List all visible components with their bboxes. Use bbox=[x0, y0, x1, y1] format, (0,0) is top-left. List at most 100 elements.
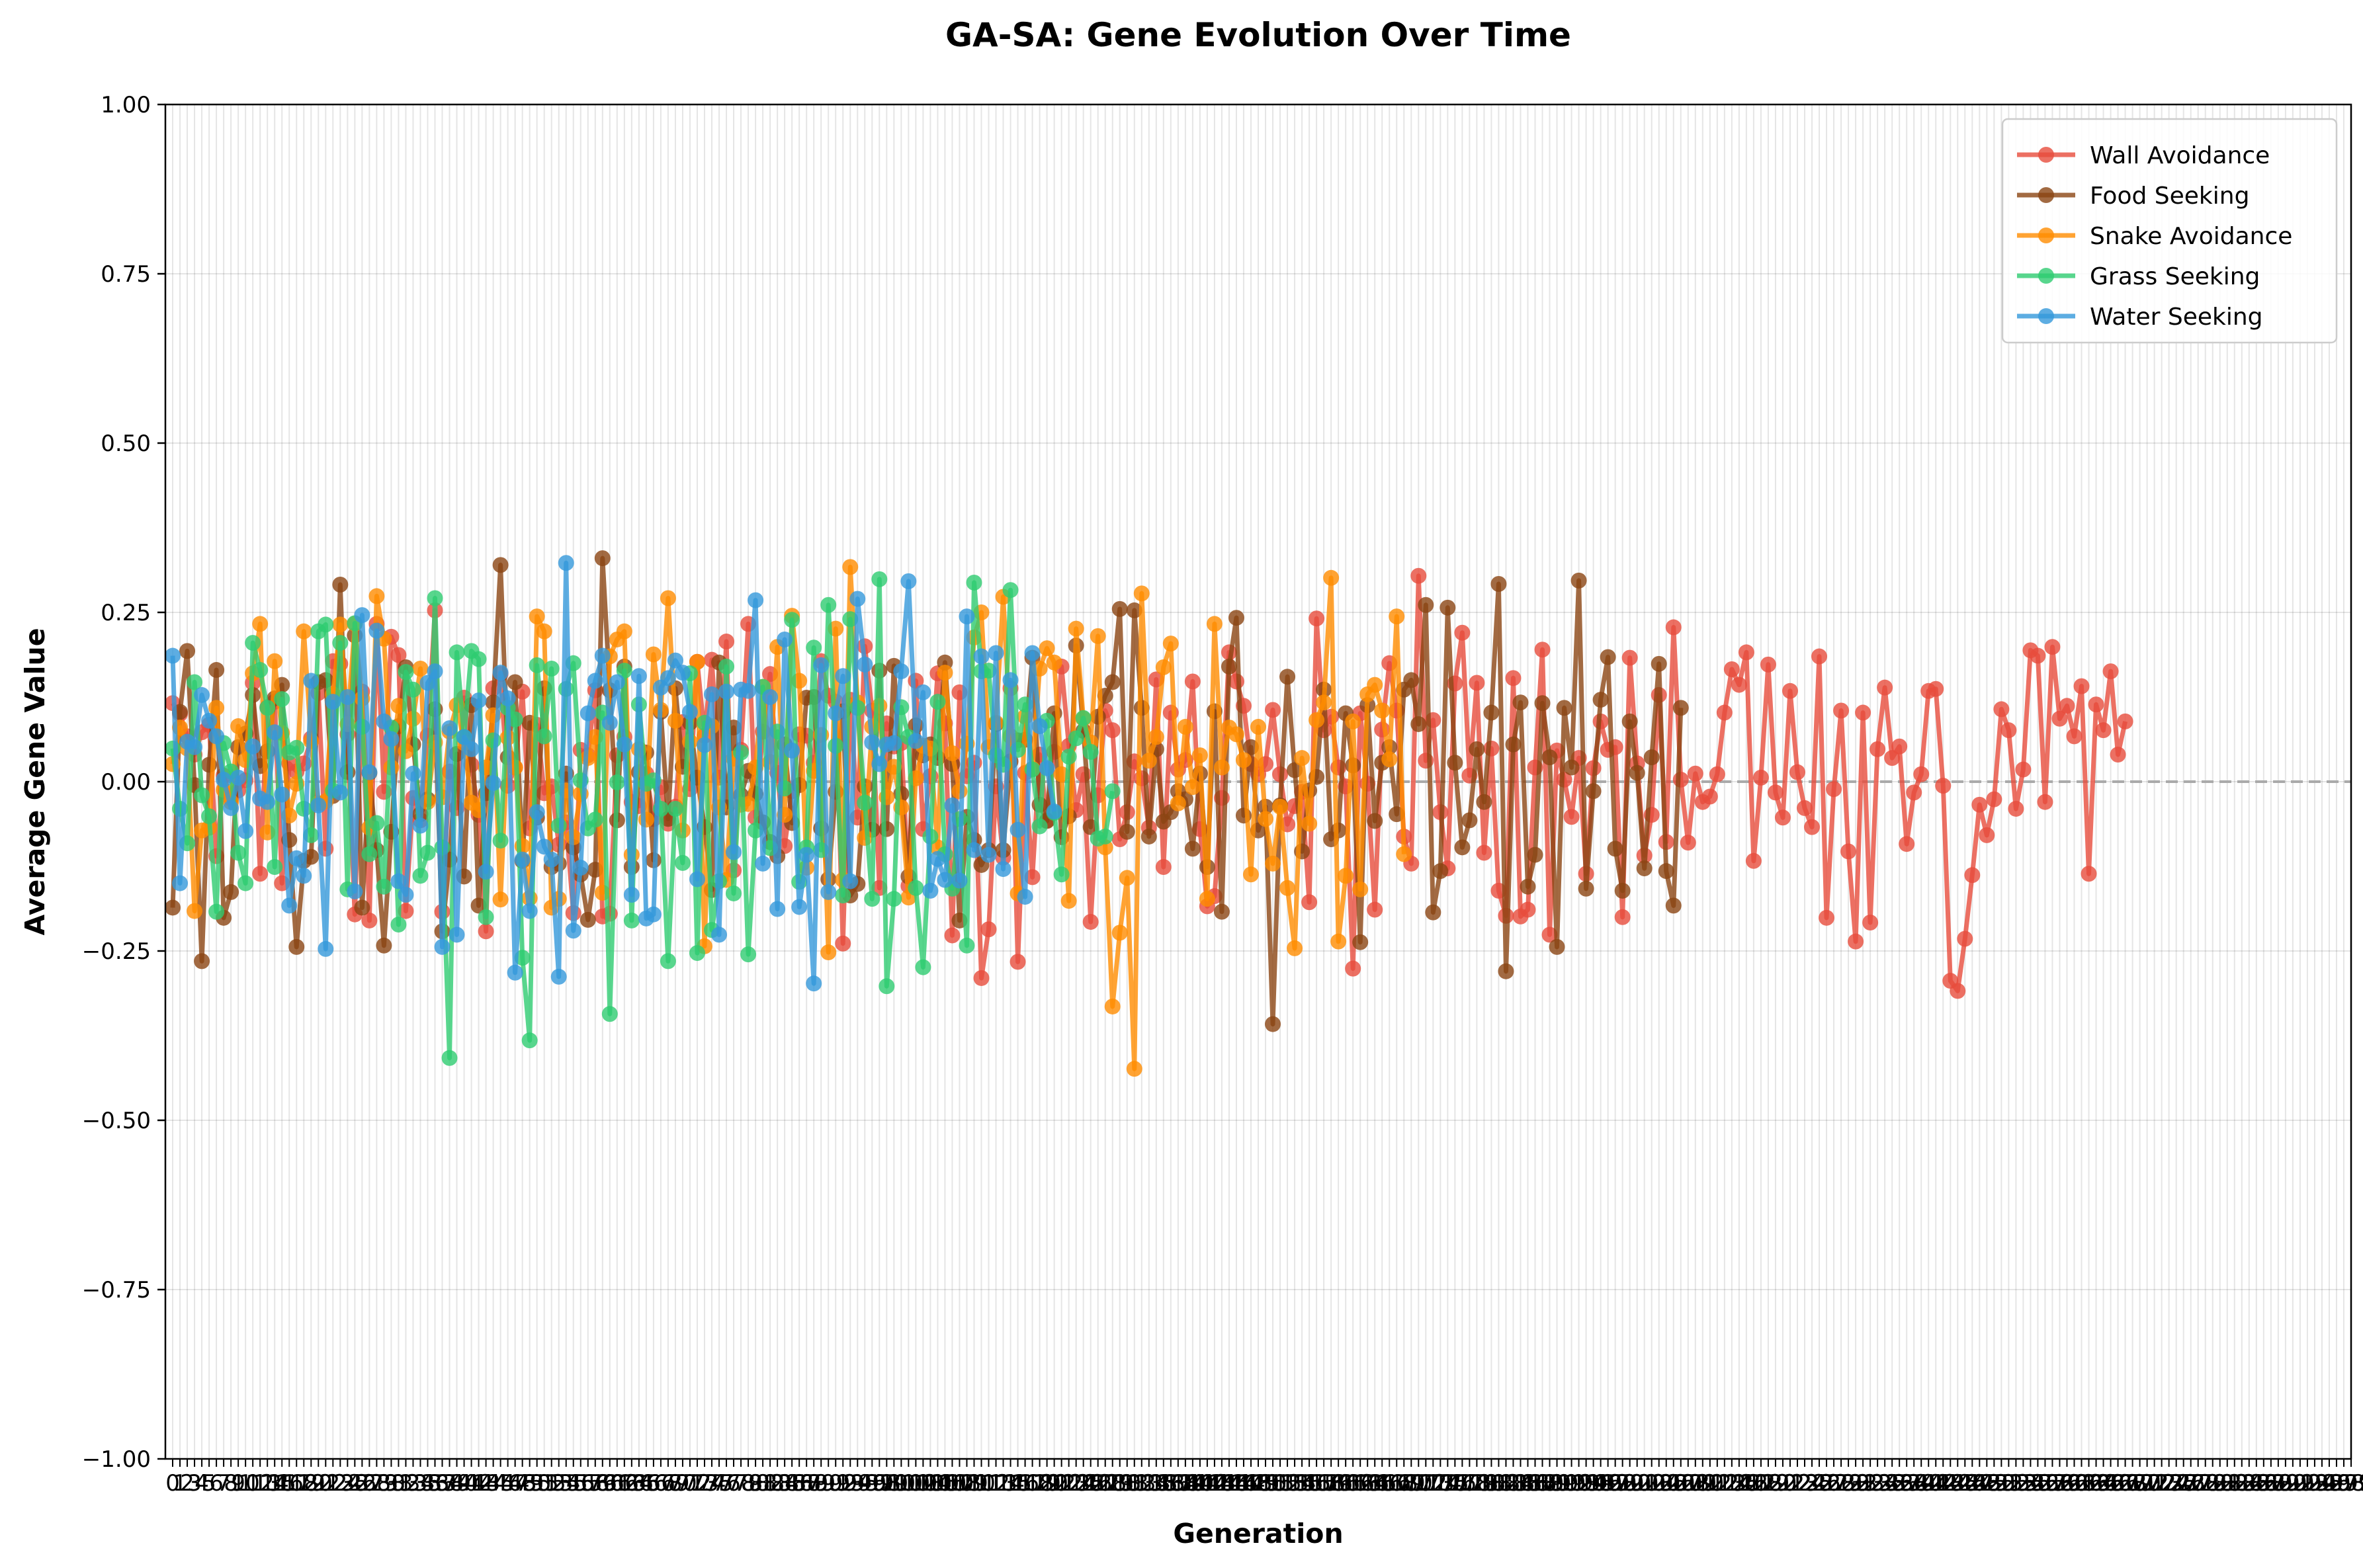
data-point bbox=[995, 861, 1011, 878]
data-point bbox=[1228, 726, 1244, 743]
x-tick-label: 57 bbox=[574, 1470, 602, 1497]
y-tick-label: −0.25 bbox=[82, 938, 151, 965]
x-tick-label: 15 bbox=[268, 1470, 296, 1497]
data-point bbox=[704, 686, 720, 702]
x-tick-label: 40 bbox=[450, 1470, 478, 1497]
x-tick-label: 90 bbox=[814, 1470, 843, 1497]
data-point bbox=[1454, 839, 1471, 856]
data-point bbox=[1119, 870, 1135, 886]
data-point bbox=[1279, 669, 1296, 685]
x-tick-label: 124 bbox=[1054, 1470, 1097, 1497]
x-tick-label: 129 bbox=[1091, 1470, 1134, 1497]
x-tick-label: 94 bbox=[843, 1470, 872, 1497]
data-point bbox=[959, 937, 975, 954]
data-point bbox=[660, 670, 676, 686]
x-tick-label: 226 bbox=[1798, 1470, 1841, 1497]
data-point bbox=[1549, 938, 1565, 955]
legend-swatch-marker bbox=[2038, 268, 2054, 284]
data-point bbox=[784, 612, 800, 628]
data-point bbox=[871, 571, 888, 587]
data-point bbox=[973, 648, 990, 665]
data-point bbox=[696, 737, 712, 753]
data-point bbox=[1242, 866, 1259, 883]
x-tick-label: 265 bbox=[2082, 1470, 2125, 1497]
data-point bbox=[1541, 927, 1558, 943]
data-point bbox=[2015, 761, 2032, 778]
data-point bbox=[237, 875, 254, 891]
x-tick-label: 20 bbox=[304, 1470, 333, 1497]
x-tick-label: 249 bbox=[1965, 1470, 2008, 1497]
data-point bbox=[2000, 722, 2017, 739]
x-tick-label: 168 bbox=[1375, 1470, 1418, 1497]
data-point bbox=[660, 590, 676, 606]
x-tick-label: 86 bbox=[785, 1470, 814, 1497]
y-tick-label: 1.00 bbox=[101, 92, 151, 118]
data-point bbox=[929, 850, 946, 867]
data-point bbox=[1862, 914, 1879, 930]
data-point bbox=[252, 866, 269, 882]
data-point bbox=[594, 550, 611, 567]
x-tick-label: 62 bbox=[610, 1470, 638, 1497]
data-point bbox=[1570, 572, 1587, 589]
data-point bbox=[1133, 585, 1150, 602]
data-point bbox=[1287, 762, 1303, 778]
legend-box bbox=[2001, 118, 2338, 344]
x-tick-label: 109 bbox=[945, 1470, 988, 1497]
data-point bbox=[419, 845, 436, 861]
data-point bbox=[1082, 743, 1099, 760]
data-point bbox=[1767, 784, 1783, 801]
x-tick-label: 24 bbox=[333, 1470, 362, 1497]
data-point bbox=[1010, 821, 1026, 838]
x-tick-label: 82 bbox=[755, 1470, 784, 1497]
x-tick-label: 245 bbox=[1936, 1470, 1979, 1497]
data-point bbox=[980, 846, 997, 863]
data-point bbox=[230, 845, 247, 861]
data-point bbox=[332, 616, 349, 633]
data-point bbox=[1621, 649, 1638, 666]
x-tick-label: 186 bbox=[1506, 1470, 1549, 1497]
data-point bbox=[1418, 597, 1434, 613]
legend-label: Wall Avoidance bbox=[2090, 142, 2270, 169]
data-point bbox=[1367, 813, 1383, 829]
x-tick-label: 16 bbox=[275, 1470, 304, 1497]
x-tick-label: 149 bbox=[1237, 1470, 1280, 1497]
x-tick-label: 69 bbox=[661, 1470, 689, 1497]
data-point bbox=[1840, 843, 1857, 860]
x-tick-label: 298 bbox=[2323, 1470, 2363, 1497]
data-point bbox=[1301, 815, 1318, 832]
data-point bbox=[529, 608, 545, 625]
data-point bbox=[1213, 759, 1230, 776]
data-point bbox=[1819, 909, 1835, 926]
x-tick-label: 103 bbox=[902, 1470, 945, 1497]
legend-item-snake-avoidance: Snake Avoidance bbox=[2017, 223, 2292, 250]
x-tick-label: 284 bbox=[2220, 1470, 2263, 1497]
x-tick-label: 164 bbox=[1346, 1470, 1389, 1497]
data-point bbox=[1381, 751, 1398, 768]
data-point bbox=[492, 891, 509, 908]
data-point bbox=[966, 574, 982, 591]
data-point bbox=[419, 675, 436, 691]
data-point bbox=[879, 978, 895, 995]
x-tick-label: 238 bbox=[1885, 1470, 1928, 1497]
data-point bbox=[1002, 672, 1019, 688]
data-point bbox=[1476, 845, 1492, 861]
data-point bbox=[645, 646, 662, 663]
x-tick-label: 236 bbox=[1871, 1470, 1914, 1497]
x-tick-label: 142 bbox=[1185, 1470, 1228, 1497]
x-tick-label: 153 bbox=[1266, 1470, 1309, 1497]
x-tick-label: 75 bbox=[705, 1470, 733, 1497]
data-point bbox=[499, 690, 516, 707]
data-point bbox=[1614, 882, 1631, 899]
data-point bbox=[601, 1006, 618, 1022]
data-point bbox=[1075, 710, 1092, 726]
data-point bbox=[1345, 960, 1361, 977]
data-point bbox=[1250, 719, 1266, 735]
x-tick-label: 104 bbox=[909, 1470, 952, 1497]
data-point bbox=[681, 704, 698, 720]
data-point bbox=[1461, 812, 1478, 829]
x-axis-label: Generation bbox=[1173, 1518, 1343, 1549]
x-tick-label: 85 bbox=[778, 1470, 806, 1497]
x-tick-label: 11 bbox=[239, 1470, 267, 1497]
data-point bbox=[2037, 794, 2053, 810]
data-point bbox=[587, 811, 603, 828]
